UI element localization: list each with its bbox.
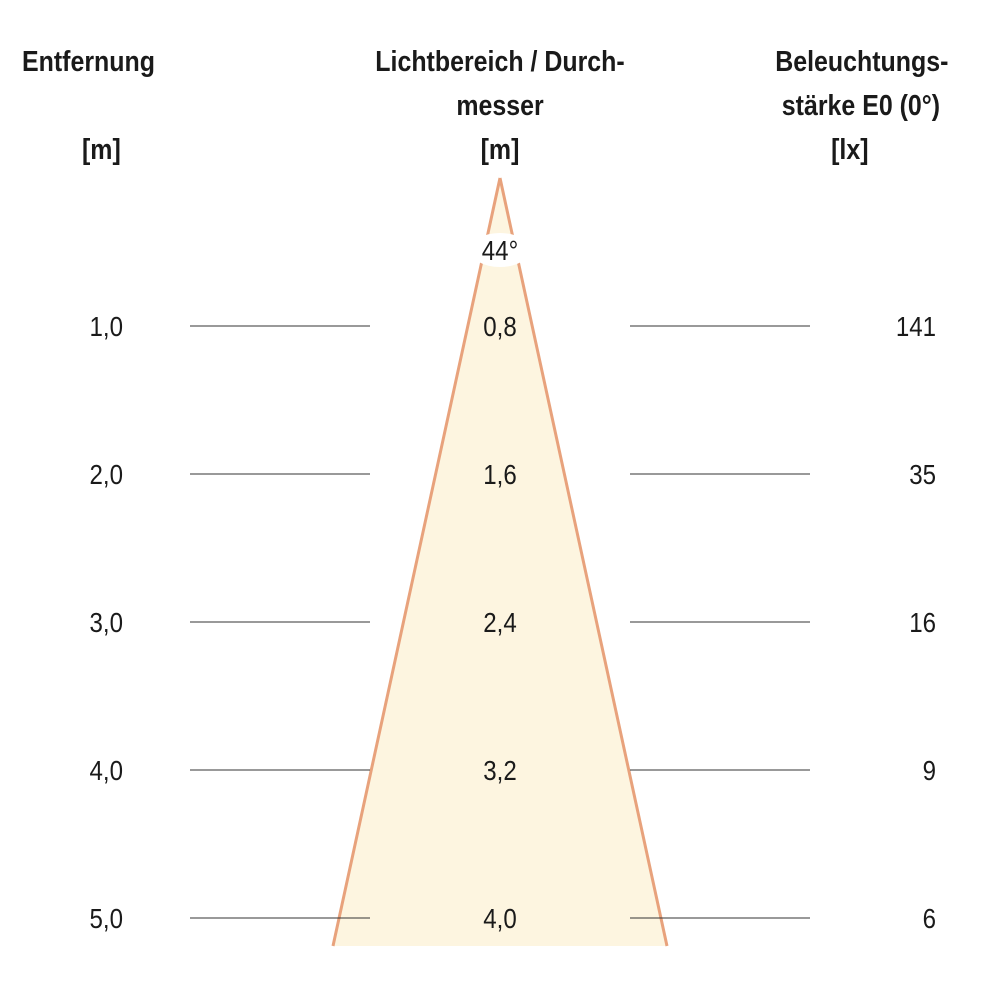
distance-unit: [m] <box>82 134 121 166</box>
illuminance-value: 141 <box>896 310 936 342</box>
light-beam-cone <box>333 178 667 946</box>
illuminance-value: 16 <box>909 606 936 638</box>
distance-value: 2,0 <box>90 458 123 490</box>
diameter-value: 3,2 <box>483 754 516 786</box>
diameter-value: 2,4 <box>483 606 516 638</box>
beam-angle-label: 44° <box>482 234 518 266</box>
diameter-value: 1,6 <box>483 458 516 490</box>
diameter-header-line1: Lichtbereich / Durch- <box>375 46 625 78</box>
beam-edge-left <box>331 177 502 947</box>
illuminance-header-line1: Beleuchtungs- <box>774 46 948 78</box>
illuminance-value: 6 <box>923 902 936 934</box>
diameter-unit: [m] <box>480 134 520 166</box>
distance-value: 1,0 <box>90 310 123 342</box>
rows-layer: 1,0 0,8 141 2,0 1,6 35 3,0 2,4 16 4,0 3,2 9 5,0 4,0 6 <box>90 310 936 934</box>
distance-value: 3,0 <box>90 606 123 638</box>
distance-value: 4,0 <box>90 754 123 786</box>
illuminance-unit: [lx] <box>830 134 868 166</box>
illuminance-header-line2: stärke E0 (0°) <box>781 90 940 122</box>
distance-value: 5,0 <box>90 902 123 934</box>
diameter-value: 4,0 <box>483 902 516 934</box>
diameter-header-line2: messer <box>456 90 544 122</box>
beam-edge-right <box>498 177 669 947</box>
angle-label-background <box>470 233 530 267</box>
diameter-value: 0,8 <box>483 310 516 342</box>
illuminance-value: 35 <box>909 458 936 490</box>
illuminance-value: 9 <box>923 754 936 786</box>
distance-header: Entfernung <box>22 46 156 78</box>
